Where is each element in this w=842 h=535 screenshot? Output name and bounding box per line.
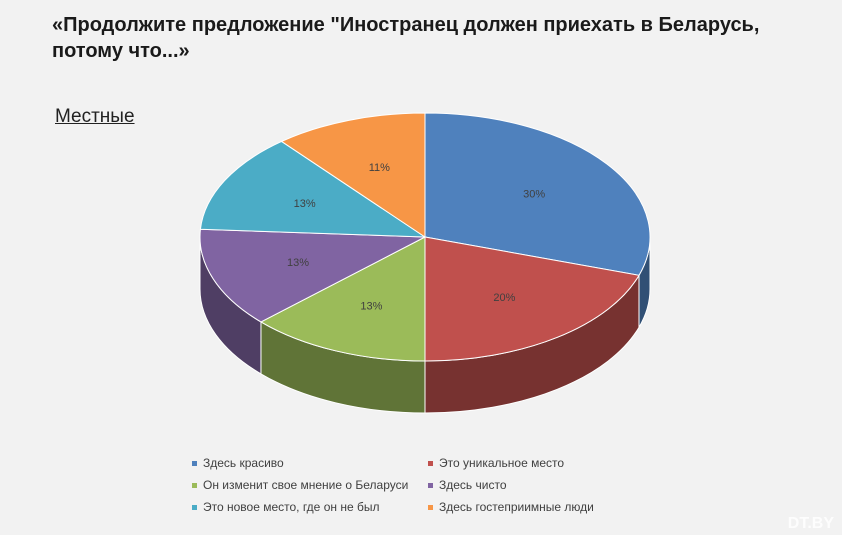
legend-label: Это уникальное место — [439, 456, 565, 470]
pie-sides — [199, 236, 651, 414]
pie-labels: 30% 20% 13% 13% 13% 11% — [287, 162, 545, 312]
chart-subtitle: Местные — [55, 106, 135, 127]
watermark: DT.BY — [787, 515, 834, 532]
legend-swatch — [428, 482, 433, 488]
legend-swatch — [192, 482, 197, 488]
legend-item: Здесь гостеприимные люди — [428, 500, 652, 514]
pie-slice — [199, 228, 427, 323]
pie-slice — [424, 236, 640, 362]
pie-slice — [199, 140, 427, 238]
pie-slice — [259, 236, 426, 362]
pie-data-label: 11% — [369, 162, 390, 174]
pie-slice — [280, 112, 426, 238]
legend-swatch — [428, 460, 433, 466]
legend-label: Здесь красиво — [203, 456, 284, 470]
pie-data-label: 20% — [493, 292, 515, 304]
legend-label: Это новое место, где он не был — [203, 500, 380, 514]
legend-label: Здесь гостеприимные люди — [439, 500, 594, 514]
legend-item: Здесь красиво — [192, 456, 428, 470]
chart-title: «Продолжите предложение "Иностранец долж… — [52, 14, 760, 62]
pie-slice — [424, 112, 651, 276]
pie-data-label: 30% — [523, 188, 545, 200]
legend-item: Он изменит свое мнение о Беларуси — [192, 478, 428, 492]
legend-label: Здесь чисто — [439, 478, 507, 492]
legend-item: Это новое место, где он не был — [192, 500, 428, 514]
legend-swatch — [428, 504, 433, 510]
legend-swatch — [192, 504, 197, 510]
chart-legend: Здесь красиво Это уникальное место Он из… — [192, 456, 652, 514]
legend-item: Это уникальное место — [428, 456, 652, 470]
pie-tops — [199, 112, 651, 362]
legend-label: Он изменит свое мнение о Беларуси — [203, 478, 409, 492]
pie-data-label: 13% — [287, 257, 309, 269]
pie-data-label: 13% — [294, 198, 316, 210]
legend-item: Здесь чисто — [428, 478, 652, 492]
pie-data-label: 13% — [360, 300, 382, 312]
legend-swatch — [192, 460, 197, 466]
